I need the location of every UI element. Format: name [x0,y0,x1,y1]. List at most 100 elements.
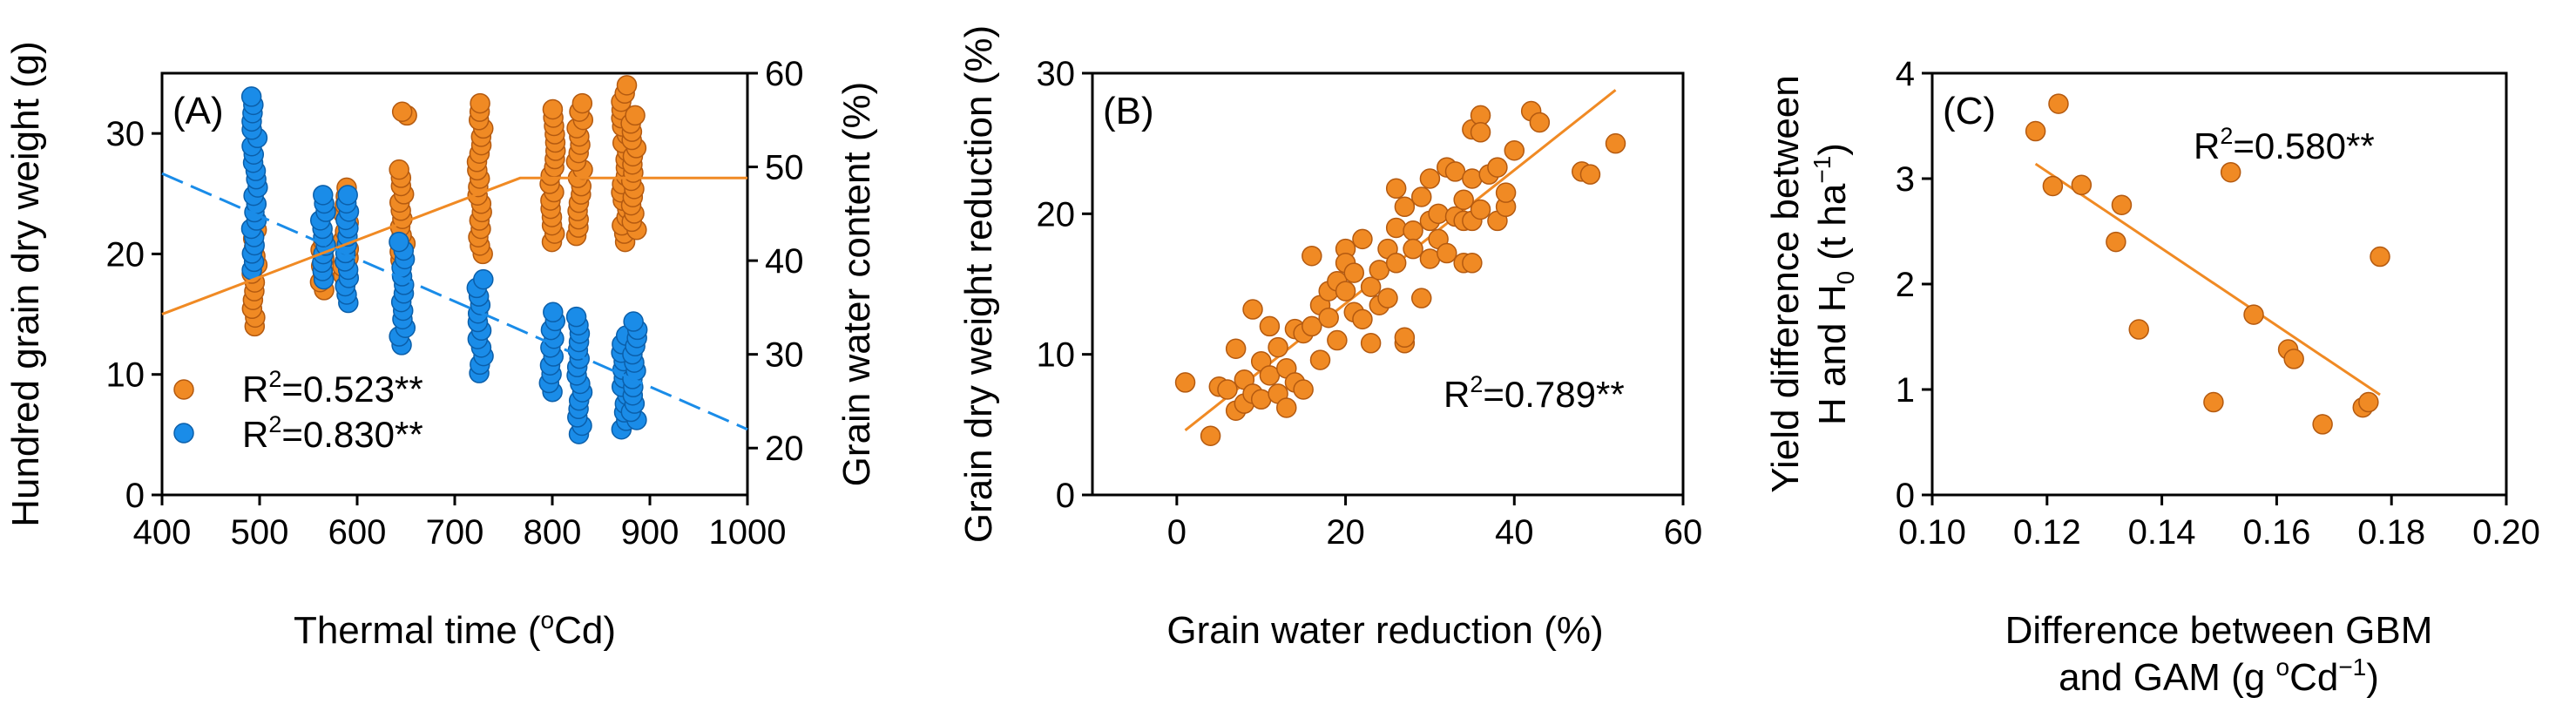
panel-b-point [1605,132,1626,154]
panel-a: 400 500 600 700 800 900 1000 0 10 20 30 20 30 40 50 6… [4,41,878,652]
panel-a-y-label: Hundred grain dry weight (g) [4,41,47,527]
panel-b-point [1360,333,1382,354]
panel-a-y2-tick-label: 30 [765,336,804,375]
panel-a-y-tick-label: 30 [106,115,145,153]
panel-c-point [2283,349,2304,369]
panel-b: 0 20 40 60 0 10 20 30 (B) R2=0.789** Grain wat… [957,25,1702,652]
panel-b-point [1309,349,1331,370]
grain-dry-weight-point [389,159,409,180]
panel-c-point [2025,120,2046,142]
grain-dry-weight-point [571,92,593,114]
panel-c-y-tick-label: 0 [1896,477,1915,515]
panel-a-y-tick-label: 0 [125,477,145,515]
panel-b-y-tick-label: 0 [1056,477,1075,515]
grain-water-point [623,311,644,332]
panel-c-y-label-line1: Yield difference between [1764,75,1807,492]
panel-b-point [1462,168,1483,189]
panel-c-x-tick-label: 0.12 [2013,513,2081,552]
panel-c-point [2312,414,2333,435]
panel-c-y-tick-label: 4 [1896,55,1915,93]
panel-b-point [1385,178,1407,200]
grain-dry-weight-point [470,92,490,114]
grain-dry-weight-point [616,75,638,96]
panel-b-point [1453,189,1474,210]
panel-b-point [1242,299,1263,320]
panel-b-label: (B) [1103,90,1154,132]
panel-b-point [1403,238,1423,260]
panel-c-y-ticks: 0 1 2 3 4 [1896,55,1932,515]
panel-b-point [1276,397,1297,418]
panel-b-point [1410,186,1432,207]
panel-b-y-tick-label: 30 [1037,55,1076,93]
panel-b-points [1174,100,1626,446]
panel-c-y-label-line2: H and H0 (t ha−1) [1809,143,1859,425]
panel-b-point [1352,228,1373,250]
panel-b-frame [1091,71,1685,497]
panel-b-x-tick-label: 20 [1326,513,1365,552]
panel-c-y-tick-label: 1 [1896,371,1915,410]
grain-water-point [389,231,409,253]
panel-c-fit-line [2034,162,2381,396]
panel-c-x-tick-label: 0.20 [2472,513,2540,552]
panel-c-point [2358,391,2379,413]
panel-c-point [2071,174,2093,196]
panel-c-x-label-line1: Difference between GBM [2005,609,2433,652]
panel-b-point [1403,220,1423,241]
panel-b-x-label: Grain water reduction (%) [1166,609,1603,652]
panel-c-point [2042,175,2064,197]
grain-dry-weight-fit [161,176,747,315]
panel-c-point [2243,304,2264,325]
panel-c-y-tick-label: 2 [1896,266,1915,304]
panel-a-y-tick-label: 20 [106,235,145,274]
panel-b-point [1360,276,1382,297]
grain-dry-weight-point [625,105,646,126]
panel-a-y2-label: Grain water content (%) [835,82,878,487]
panel-b-point [1470,199,1491,220]
panel-b-point [1385,253,1407,274]
panel-a-x-tick-label: 600 [328,513,387,552]
grain-water-point [543,301,564,323]
panel-b-point [1318,307,1339,329]
panel-b-point [1394,327,1416,349]
panel-c-x-tick-label: 0.16 [2242,513,2310,552]
panel-b-point [1377,288,1398,308]
panel-a-y2-tick-label: 60 [765,55,804,93]
panel-b-point [1352,308,1373,330]
panel-b-x-tick-label: 40 [1495,513,1534,552]
panel-b-point [1268,336,1288,358]
grain-water-point [473,268,494,290]
panel-b-point [1462,253,1483,274]
panel-b-x-tick-label: 0 [1167,513,1187,552]
panel-b-point [1259,315,1281,337]
panel-b-point [1385,217,1407,239]
grain-dry-weight-point [391,101,413,123]
grain-water-point [313,185,334,206]
panel-c-point [2203,391,2224,413]
legend-orange-r2: R2=0.523** [242,366,423,410]
panel-b-y-tick-label: 10 [1037,336,1076,375]
panel-a-y-tick-label: 10 [106,356,145,395]
panel-b-x-ticks: 0 20 40 60 [1167,495,1702,552]
panel-c-y-tick-label: 3 [1896,160,1915,199]
panel-c-label: (C) [1943,90,1996,132]
grain-water-fit [161,172,748,431]
panel-a-x-tick-label: 900 [621,513,679,552]
panel-a-x-ticks: 400 500 600 700 800 900 1000 [133,495,786,552]
panel-a-y2-tick-label: 40 [765,242,804,281]
panel-b-point [1470,122,1491,143]
panel-c-point [2111,194,2133,215]
panel-c: 0.10 0.12 0.14 0.16 0.18 0.20 0 1 2 3 4 (C) R2=0.… [1764,55,2540,699]
panel-c-point [2106,231,2126,253]
panel-b-point [1487,157,1508,178]
panel-b-y-label: Grain dry weight reduction (%) [957,25,1000,543]
panel-b-y-tick-label: 20 [1037,195,1076,234]
panel-a-x-tick-label: 500 [231,513,289,552]
panel-c-points [2025,93,2390,435]
panel-b-point [1529,112,1551,133]
panel-b-point [1394,196,1416,218]
panel-c-x-ticks: 0.10 0.12 0.14 0.16 0.18 0.20 [1898,495,2540,552]
panel-a-x-tick-label: 700 [426,513,484,552]
panel-b-point [1302,315,1322,337]
grain-water-point [565,306,587,328]
